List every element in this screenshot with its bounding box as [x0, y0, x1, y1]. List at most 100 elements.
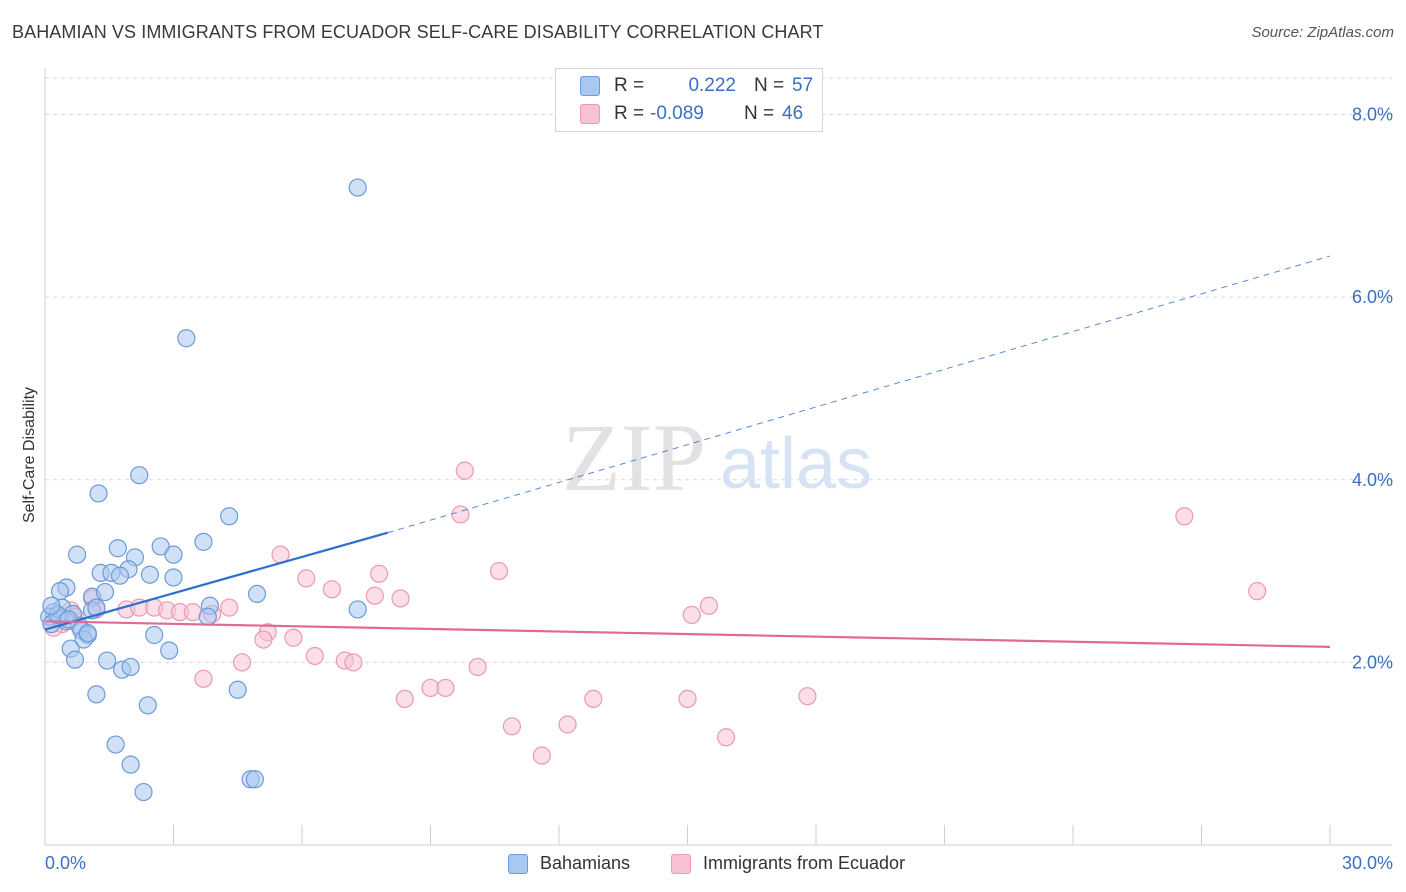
ecuador-point: [365, 586, 384, 605]
trend-lines: [44, 255, 1331, 648]
bahamian-point: [110, 566, 130, 585]
bahamian-point: [89, 484, 108, 503]
legend-r-label: R =: [614, 75, 645, 96]
ecuador-point: [699, 596, 719, 615]
legend-n-value: 57: [792, 75, 814, 96]
bahamian-point: [42, 596, 61, 615]
legend-n-label: N =: [744, 103, 775, 124]
y-tick-label: 8.0%: [1352, 105, 1393, 125]
bahamian-point: [134, 782, 153, 802]
ecuador-point: [322, 580, 342, 599]
bahamian-point: [247, 584, 267, 603]
legend-swatch-pink: [580, 104, 600, 124]
ecuador-point: [344, 653, 363, 672]
ecuador-point: [1175, 507, 1194, 526]
bahamian-point: [348, 178, 367, 197]
bahamian-point: [87, 685, 106, 704]
gridlines: [45, 77, 1392, 663]
legend-r-value: -0.089: [650, 103, 704, 124]
x-tick-label-max: 30.0%: [1342, 853, 1393, 873]
bahamian-trend-extension: [387, 255, 1331, 534]
ecuador-point: [468, 657, 487, 677]
bahamian-point: [160, 641, 179, 660]
legend-n-label: N =: [754, 75, 785, 96]
ecuador-point: [391, 589, 410, 608]
ecuador-point: [395, 689, 414, 709]
bahamian-trend-line: [44, 531, 388, 631]
ecuador-trend-line: [44, 620, 1331, 648]
bahamian-point: [177, 329, 196, 348]
bahamian-point: [145, 625, 164, 645]
bottom-swatch-blue: [508, 853, 528, 874]
ecuador-point: [370, 564, 389, 583]
bottom-legend-label: Bahamians: [540, 853, 631, 873]
ecuador-point: [502, 717, 521, 736]
bahamian-point: [130, 466, 149, 485]
bottom-legend-label: Immigrants from Ecuador: [703, 853, 906, 873]
ecuador-point: [284, 628, 303, 647]
correlation-legend: R = 0.222 N = 57 R = -0.089 N = 46: [555, 68, 823, 132]
ecuador-point: [183, 603, 202, 622]
ecuador-point: [305, 646, 324, 666]
bahamian-point: [98, 651, 117, 670]
bahamian-point: [228, 680, 247, 699]
bahamian-points: [40, 178, 367, 802]
ecuador-point: [798, 687, 817, 706]
bottom-legend-bahamians: Bahamians: [508, 853, 630, 874]
ecuador-point: [232, 653, 252, 672]
ecuador-point: [455, 461, 474, 480]
bahamian-point: [68, 545, 87, 564]
ecuador-point: [220, 598, 239, 617]
ecuador-point: [194, 669, 213, 688]
ecuador-point: [584, 689, 603, 709]
watermark-zip: ZIP: [562, 404, 706, 511]
bottom-legend-ecuador: Immigrants from Ecuador: [671, 853, 905, 874]
legend-r-label: R =: [614, 103, 645, 124]
legend-n-value: 46: [782, 103, 804, 124]
ecuador-point: [1248, 582, 1267, 601]
ecuador-point: [532, 746, 551, 765]
ecuador-point: [254, 630, 273, 649]
bahamian-point: [78, 624, 97, 643]
bahamian-point: [140, 565, 160, 584]
watermark: ZIP atlas: [562, 404, 872, 511]
watermark-atlas: atlas: [720, 424, 872, 504]
ecuador-point: [451, 505, 470, 524]
axes: [44, 68, 1392, 846]
tick-labels: 2.0% 4.0% 6.0% 8.0% 0.0% 30.0%: [45, 105, 1393, 873]
bahamian-point: [164, 568, 183, 587]
ecuador-point: [436, 678, 455, 698]
bottom-swatch-pink: [671, 853, 691, 874]
ecuador-point: [558, 715, 577, 734]
bahamian-point: [198, 607, 217, 626]
legend-swatch-blue: [580, 76, 600, 96]
bahamian-point: [245, 770, 264, 789]
legend-row-bahamians: R = 0.222 N = 57: [580, 74, 813, 98]
y-tick-label: 6.0%: [1352, 287, 1393, 307]
bahamian-point: [121, 657, 140, 677]
ecuador-point: [682, 605, 701, 625]
y-tick-label: 2.0%: [1352, 652, 1393, 672]
ecuador-point: [716, 728, 736, 747]
legend-row-ecuador: R = -0.089 N = 46: [580, 102, 803, 126]
bahamian-point: [108, 539, 127, 558]
ecuador-point: [678, 689, 697, 709]
bahamian-point: [348, 600, 367, 619]
y-tick-label: 4.0%: [1352, 470, 1393, 490]
bahamian-point: [65, 650, 85, 669]
bahamian-point: [220, 507, 239, 526]
bahamian-point: [164, 545, 183, 564]
bahamian-point: [95, 582, 115, 602]
bahamian-point: [194, 532, 213, 551]
bahamian-point: [121, 755, 140, 774]
x-tick-label-min: 0.0%: [45, 853, 86, 873]
chart-title: BAHAMIAN VS IMMIGRANTS FROM ECUADOR SELF…: [12, 22, 824, 42]
ecuador-point: [489, 561, 509, 581]
bahamian-point: [106, 735, 125, 754]
bahamian-point: [138, 696, 157, 715]
legend-r-value: 0.222: [688, 75, 736, 96]
ecuador-point: [297, 569, 316, 588]
bahamian-point: [151, 537, 170, 556]
source-credit: Source: ZipAtlas.com: [1251, 24, 1394, 41]
